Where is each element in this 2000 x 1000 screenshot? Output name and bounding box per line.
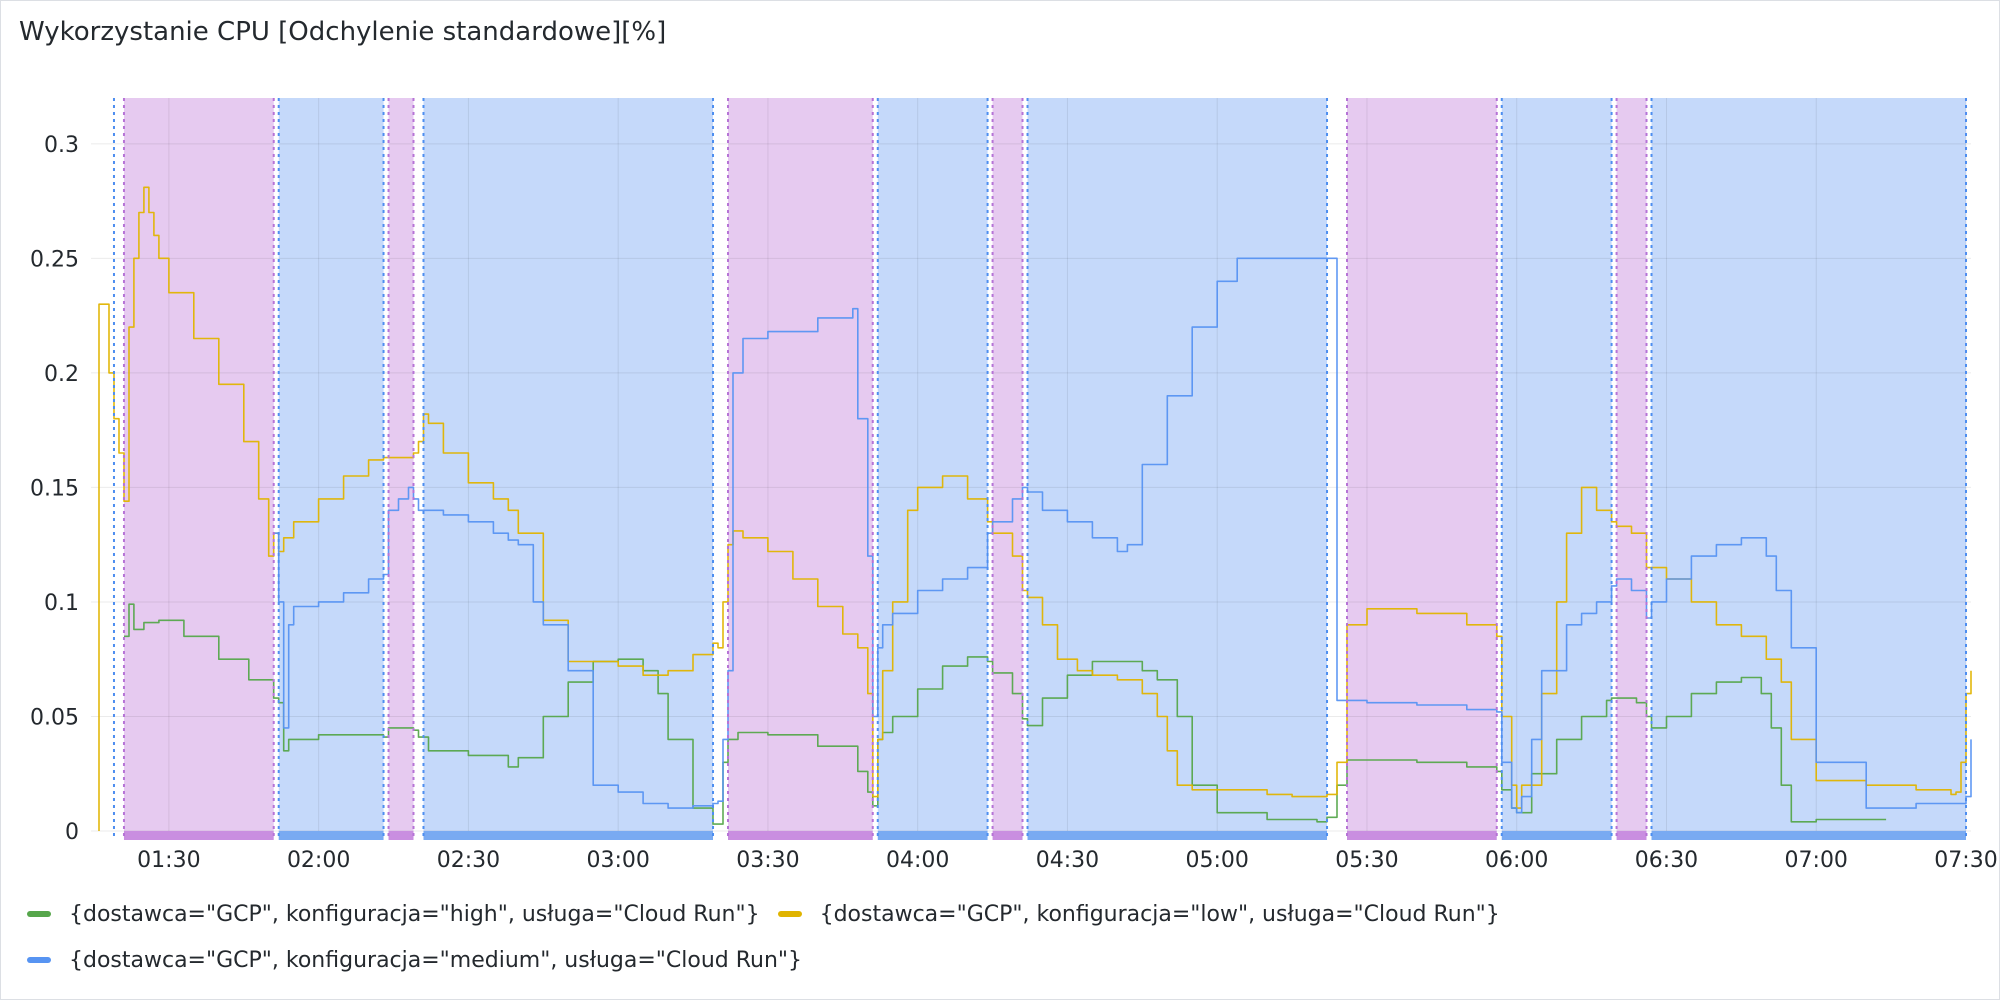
region-blue bbox=[1651, 98, 1967, 831]
legend-swatch-medium bbox=[27, 957, 51, 963]
legend-label-medium: {dostawca="GCP", konfiguracja="medium", … bbox=[69, 947, 803, 973]
legend: {dostawca="GCP", konfiguracja="high", us… bbox=[27, 891, 1977, 983]
annotation-markers bbox=[112, 98, 1968, 840]
annotation-regions bbox=[123, 98, 1967, 831]
region-pink bbox=[727, 98, 873, 831]
region-marker-blue bbox=[423, 831, 714, 840]
legend-item-high[interactable]: {dostawca="GCP", konfiguracja="high", us… bbox=[27, 902, 760, 927]
x-tick-label: 03:30 bbox=[736, 848, 799, 871]
region-blue bbox=[278, 98, 384, 831]
legend-swatch-high bbox=[27, 911, 51, 917]
region-marker-pink bbox=[992, 831, 1023, 840]
region-marker-pink bbox=[1616, 831, 1647, 840]
panel-title: Wykorzystanie CPU [Odchylenie standardow… bbox=[19, 17, 667, 47]
region-marker-blue bbox=[1651, 831, 1967, 840]
y-tick-label: 0.2 bbox=[44, 362, 79, 387]
region-pink bbox=[1347, 98, 1497, 831]
region-blue bbox=[1027, 98, 1328, 831]
region-marker-blue bbox=[877, 831, 988, 840]
legend-row: {dostawca="GCP", konfiguracja="high", us… bbox=[27, 891, 1977, 937]
y-tick-label: 0.05 bbox=[30, 705, 79, 730]
region-marker-pink bbox=[123, 831, 274, 840]
region-marker-pink bbox=[727, 831, 873, 840]
x-axis: 01:30 02:00 02:30 03:00 03:30 04:00 04:30 05:00… bbox=[137, 848, 1998, 871]
x-tick-label: 04:00 bbox=[886, 848, 949, 871]
y-tick-label: 0.25 bbox=[30, 247, 79, 272]
legend-item-low[interactable]: {dostawca="GCP", konfiguracja="low", usł… bbox=[777, 901, 1500, 927]
x-tick-label: 03:00 bbox=[586, 848, 649, 871]
grid-lines bbox=[91, 98, 1971, 832]
legend-label-low: {dostawca="GCP", konfiguracja="low", usł… bbox=[819, 901, 1500, 927]
x-tick-label: 02:30 bbox=[437, 848, 500, 871]
legend-item-medium[interactable]: {dostawca="GCP", konfiguracja="medium", … bbox=[27, 948, 802, 973]
region-marker-pink bbox=[1347, 831, 1497, 840]
y-tick-label: 0.3 bbox=[44, 133, 79, 158]
cpu-usage-chart: 0 0.05 0.1 0.15 0.2 0.25 0.3 01:30 02:00 02:30 03… bbox=[30, 98, 1998, 871]
region-pink bbox=[992, 98, 1023, 831]
region-blue bbox=[423, 98, 714, 831]
x-tick-label: 07:00 bbox=[1785, 848, 1848, 871]
y-tick-label: 0.1 bbox=[44, 591, 79, 616]
region-marker-pink bbox=[388, 831, 414, 840]
region-blue bbox=[1501, 98, 1612, 831]
x-tick-label: 05:00 bbox=[1186, 848, 1249, 871]
y-tick-label: 0 bbox=[65, 820, 79, 845]
region-marker-blue bbox=[278, 831, 384, 840]
x-tick-label: 06:30 bbox=[1635, 848, 1698, 871]
region-blue bbox=[877, 98, 988, 831]
region-pink bbox=[123, 98, 274, 831]
y-axis: 0 0.05 0.1 0.15 0.2 0.25 0.3 bbox=[30, 133, 79, 845]
region-pink bbox=[388, 98, 414, 831]
x-tick-label: 01:30 bbox=[137, 848, 200, 871]
x-tick-label: 06:00 bbox=[1485, 848, 1548, 871]
legend-swatch-low bbox=[777, 911, 802, 917]
y-tick-label: 0.15 bbox=[30, 476, 79, 501]
x-tick-label: 04:30 bbox=[1036, 848, 1099, 871]
region-pink bbox=[1616, 98, 1647, 831]
legend-row: {dostawca="GCP", konfiguracja="medium", … bbox=[27, 937, 1977, 983]
x-tick-label: 05:30 bbox=[1335, 848, 1398, 871]
x-tick-label: 02:00 bbox=[287, 848, 350, 871]
region-marker-blue bbox=[1501, 831, 1612, 840]
legend-label-high: {dostawca="GCP", konfiguracja="high", us… bbox=[69, 901, 760, 927]
region-marker-blue bbox=[1027, 831, 1328, 840]
x-tick-label: 07:30 bbox=[1934, 848, 1997, 871]
